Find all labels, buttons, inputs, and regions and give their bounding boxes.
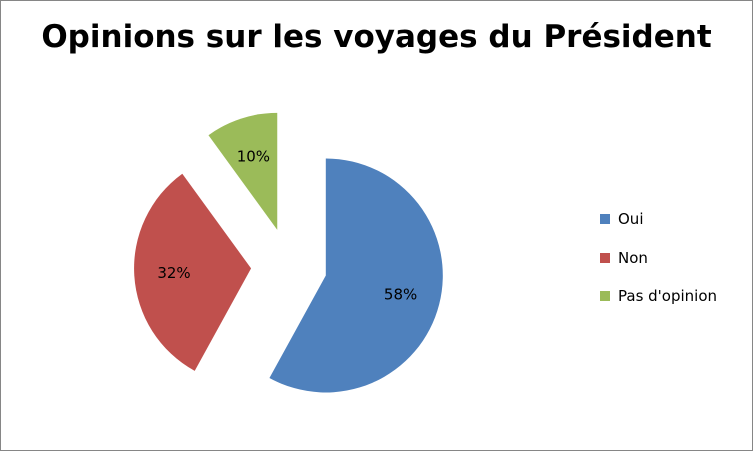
- data-label-pas-d-opinion: 10%: [237, 147, 270, 165]
- legend: Oui Non Pas d'opinion: [600, 209, 717, 325]
- pie-slice-oui: [269, 158, 443, 393]
- legend-label-oui: Oui: [618, 210, 644, 228]
- chart-title: Opinions sur les voyages du Président: [41, 19, 712, 55]
- legend-item-oui: Oui: [600, 209, 717, 248]
- legend-label-pas-d-opinion: Pas d'opinion: [618, 287, 718, 305]
- data-label-non: 32%: [157, 264, 190, 282]
- data-label-oui: 58%: [384, 286, 417, 304]
- legend-swatch-non: [600, 252, 610, 263]
- legend-item-pas-d-opinion: Pas d'opinion: [600, 286, 717, 325]
- legend-item-non: Non: [600, 248, 717, 287]
- pie-slice-pas-d-opinion: [208, 112, 278, 230]
- pie-slice-non: [134, 173, 252, 371]
- legend-swatch-oui: [600, 214, 610, 224]
- legend-label-non: Non: [618, 248, 648, 267]
- legend-swatch-pas-d-opinion: [600, 291, 610, 301]
